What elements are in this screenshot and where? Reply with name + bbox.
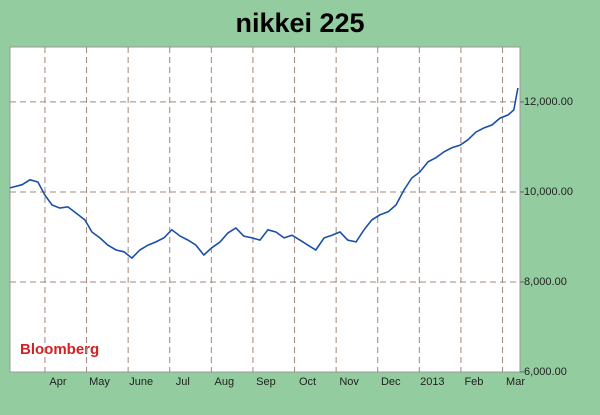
y-tick-label: 12,000.00	[524, 96, 573, 108]
x-tick-label: 2013	[420, 376, 444, 388]
x-tick-label: Feb	[464, 376, 483, 388]
x-tick-label: Mar	[506, 376, 525, 388]
x-tick-label: Dec	[381, 376, 401, 388]
x-tick-label: Apr	[49, 376, 66, 388]
y-tick-label: 10,000.00	[524, 186, 573, 198]
x-tick-label: Oct	[299, 376, 316, 388]
chart-title: nikkei 225	[235, 8, 364, 38]
x-tick-label: Sep	[256, 376, 276, 388]
line	[9, 87, 519, 260]
x-tick-label: Nov	[339, 376, 359, 388]
y-tick-label: 6,000.00	[524, 366, 567, 378]
plot-area	[9, 46, 521, 373]
x-tick-label: June	[129, 376, 153, 388]
x-tick-label: May	[89, 376, 110, 388]
x-tick-label: Jul	[176, 376, 190, 388]
y-tick-label: 8,000.00	[524, 276, 567, 288]
x-tick-label: Aug	[215, 376, 235, 388]
annotation: Bloomberg	[20, 341, 99, 358]
